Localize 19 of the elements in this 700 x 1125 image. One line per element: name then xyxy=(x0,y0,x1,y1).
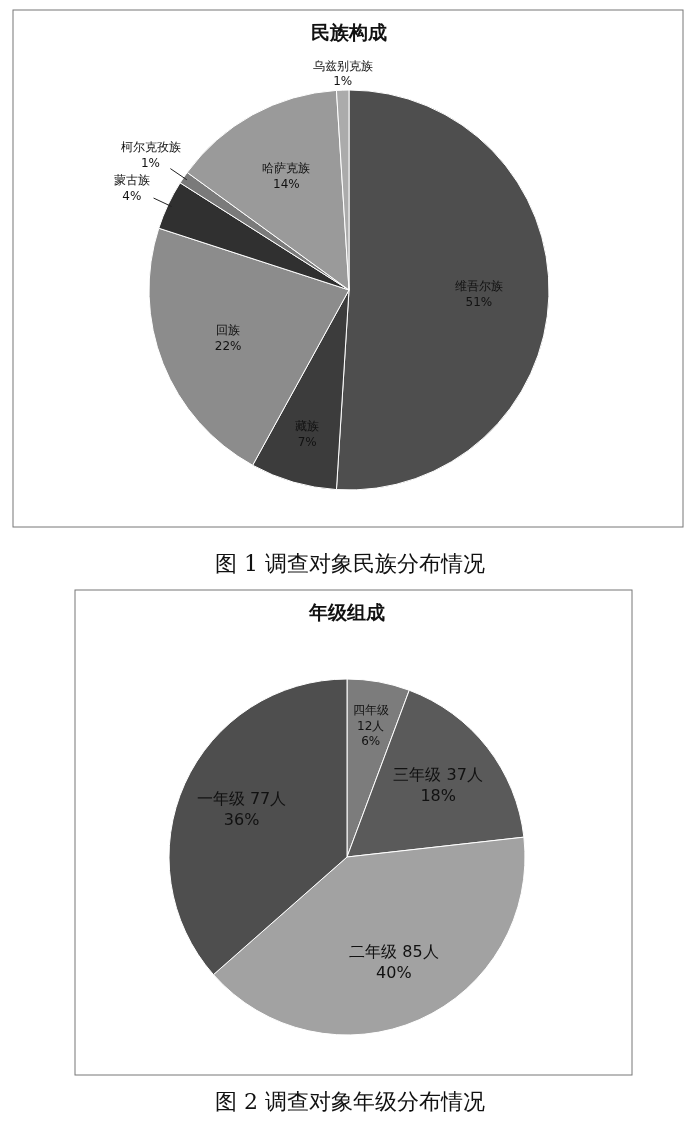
slice-label: 蒙古族 xyxy=(113,172,150,187)
chart-title: 年级组成 xyxy=(308,600,385,623)
data-label: 1% xyxy=(140,155,161,170)
slice-label: 四年级 xyxy=(352,702,389,717)
slice-label: 回族 xyxy=(216,322,241,337)
slice-label: 哈萨克族 xyxy=(262,160,311,175)
data-label: 22% xyxy=(214,338,242,353)
data-label: 12人 6% xyxy=(357,718,385,748)
slice-label: 三年级 37人 18% xyxy=(393,764,483,805)
caption: 图 1 调查对象民族分布情况 xyxy=(215,551,485,576)
chart-title: 民族构成 xyxy=(311,20,387,43)
slice-label: 乌兹别克族 xyxy=(312,58,373,73)
slice-label: 二年级 85人 40% xyxy=(349,941,439,982)
data-label: 4% xyxy=(122,188,142,203)
slice-label: 柯尔克孜族 xyxy=(120,139,181,154)
data-label: 1% xyxy=(333,73,353,88)
caption: 图 2 调查对象年级分布情况 xyxy=(215,1089,485,1114)
data-label: 14% xyxy=(273,176,300,191)
data-label: 51% xyxy=(465,294,493,309)
